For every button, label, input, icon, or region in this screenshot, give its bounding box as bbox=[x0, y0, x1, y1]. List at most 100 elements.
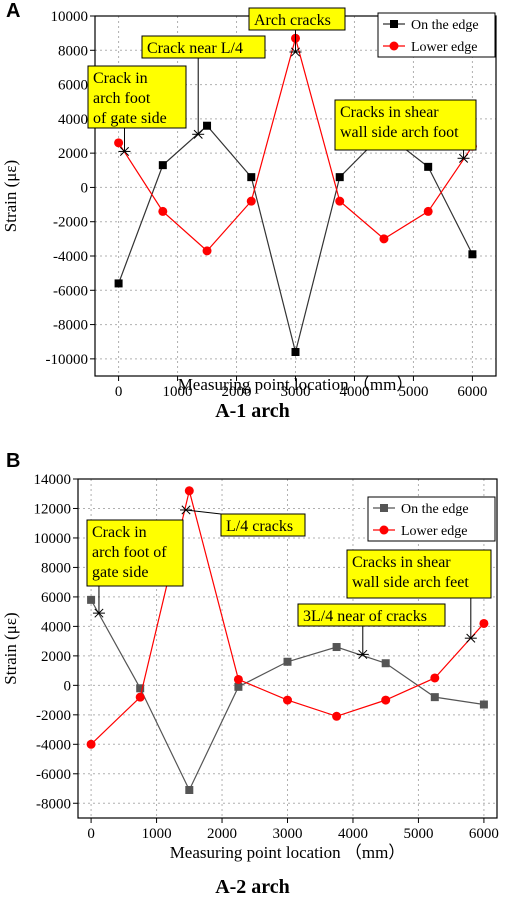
data-point-square bbox=[430, 693, 439, 702]
y-tick-label: 6000 bbox=[58, 78, 88, 94]
y-tick-label: -2000 bbox=[36, 708, 71, 724]
y-tick-label: 6000 bbox=[41, 590, 71, 606]
annotation-text: wall side arch feet bbox=[352, 574, 469, 591]
data-point-circle bbox=[479, 618, 489, 628]
x-tick-label: 6000 bbox=[457, 384, 487, 400]
annotation-box bbox=[220, 513, 306, 537]
annotation: Crack in arch foot of gate side bbox=[86, 519, 184, 618]
x-axis-title: Measuring point location （mm） bbox=[170, 843, 406, 862]
data-point-circle bbox=[158, 206, 168, 216]
annotation-text: wall side arch foot bbox=[340, 124, 459, 141]
y-axis-title: Strain (με) bbox=[1, 612, 20, 684]
legend-label: Lower edge bbox=[411, 40, 477, 55]
annotation-text: arch foot of bbox=[92, 544, 167, 561]
legend: On the edge Lower edge bbox=[367, 496, 496, 542]
data-point-square bbox=[468, 250, 477, 259]
y-tick-label: 8000 bbox=[41, 560, 71, 576]
legend-marker-square bbox=[380, 504, 388, 512]
y-tick-label: 4000 bbox=[41, 619, 71, 635]
annotation-box bbox=[141, 35, 266, 59]
data-point-circle bbox=[135, 692, 145, 702]
legend-label: On the edge bbox=[401, 502, 469, 517]
y-tick-label: -6000 bbox=[53, 283, 88, 299]
chart-a-2-arch: 0 1000 2000 3000 4000 5000 6000 -8000 -6000 -4000… bbox=[1, 472, 499, 862]
legend-label: On the edge bbox=[411, 18, 479, 33]
y-tick-label: 2000 bbox=[41, 649, 71, 665]
x-tick-label: 3000 bbox=[273, 826, 303, 842]
annotation-mark bbox=[193, 129, 203, 139]
annotation-text: 3L/4 near of cracks bbox=[303, 608, 427, 625]
x-tick-label: 6000 bbox=[469, 826, 499, 842]
data-point-circle bbox=[423, 206, 433, 216]
annotation-text: L/4 cracks bbox=[226, 518, 293, 535]
x-axis-title: Measuring point location （mm） bbox=[178, 375, 414, 394]
x-tick-label: 0 bbox=[87, 826, 95, 842]
data-point-circle bbox=[233, 674, 243, 684]
data-point-square bbox=[291, 348, 300, 356]
y-tick-label: -6000 bbox=[36, 767, 71, 783]
y-tick-label: 4000 bbox=[58, 112, 88, 128]
data-point-square bbox=[234, 682, 243, 691]
annotation-mark bbox=[119, 146, 130, 156]
x-tick-label: 4000 bbox=[338, 826, 368, 842]
data-point-circle bbox=[381, 695, 391, 705]
data-point-square bbox=[87, 595, 96, 604]
data-point-circle bbox=[86, 739, 96, 749]
x-tick-label: 2000 bbox=[207, 826, 237, 842]
x-tick-label: 4000 bbox=[339, 384, 369, 400]
y-tick-label: -10000 bbox=[46, 352, 89, 368]
y-tick-label: 0 bbox=[64, 678, 72, 694]
legend: On the edge Lower edge bbox=[377, 12, 496, 58]
caption-a-1-arch: A-1 arch bbox=[215, 400, 290, 422]
annotation-text: of gate side bbox=[93, 110, 167, 127]
y-tick-label: -4000 bbox=[36, 737, 71, 753]
data-point-square bbox=[479, 700, 488, 709]
y-tick-label: 0 bbox=[81, 180, 89, 196]
x-tick-label: 5000 bbox=[403, 826, 433, 842]
series-line-0 bbox=[118, 124, 473, 353]
legend-marker-circle bbox=[389, 41, 399, 51]
data-point-square bbox=[283, 657, 292, 666]
annotation: L/4 cracks bbox=[180, 505, 306, 537]
data-point-square bbox=[381, 659, 390, 668]
data-point-circle bbox=[114, 138, 124, 148]
plot-area: 0 1000 2000 3000 4000 5000 6000 -10000 -8000 -600… bbox=[1, 7, 497, 400]
annotation-text: Crack near L/4 bbox=[147, 40, 243, 57]
x-tick-label: 3000 bbox=[281, 384, 311, 400]
x-tick-label: 2000 bbox=[222, 384, 252, 400]
annotation: Cracks in shear wall side arch foot bbox=[334, 99, 477, 163]
y-tick-label: -4000 bbox=[53, 249, 88, 265]
annotation-box bbox=[334, 99, 477, 151]
annotation-text: arch foot bbox=[93, 90, 151, 107]
annotation-mark bbox=[459, 153, 469, 163]
annotation: Cracks in shear wall side arch feet bbox=[346, 549, 492, 643]
data-point-square bbox=[335, 173, 344, 182]
chart-a-1-arch: 0 1000 2000 3000 4000 5000 6000 -10000 -8000 -600… bbox=[1, 7, 497, 400]
annotation-mark bbox=[181, 505, 191, 515]
legend-label: Lower edge bbox=[401, 524, 467, 539]
panel-b-letter: B bbox=[6, 450, 21, 472]
data-point-circle bbox=[332, 711, 342, 721]
data-point-circle bbox=[202, 246, 212, 256]
annotation-text: Crack in bbox=[92, 524, 147, 541]
y-tick-label: 12000 bbox=[34, 501, 72, 517]
data-point-square bbox=[424, 162, 433, 171]
annotation: 3L/4 near of cracks bbox=[297, 603, 446, 659]
annotation-text: Cracks in shear bbox=[352, 554, 451, 571]
annotation-mark bbox=[466, 633, 476, 643]
annotation: Crack near L/4 bbox=[141, 35, 266, 139]
legend-marker-circle bbox=[379, 525, 389, 535]
data-point-square bbox=[332, 643, 341, 652]
annotation-text: Arch cracks bbox=[254, 12, 331, 29]
x-tick-label: 5000 bbox=[398, 384, 428, 400]
annotation-box bbox=[248, 7, 346, 31]
annotation-box bbox=[86, 519, 184, 587]
y-tick-label: -8000 bbox=[53, 318, 88, 334]
annotation-mark bbox=[94, 608, 104, 618]
annotation-mark bbox=[358, 649, 368, 659]
data-point-square bbox=[185, 785, 194, 794]
y-tick-label: -2000 bbox=[53, 215, 88, 231]
y-tick-label: -8000 bbox=[36, 796, 71, 812]
annotation-box bbox=[297, 603, 446, 627]
annotation-text: Crack in bbox=[93, 70, 148, 87]
